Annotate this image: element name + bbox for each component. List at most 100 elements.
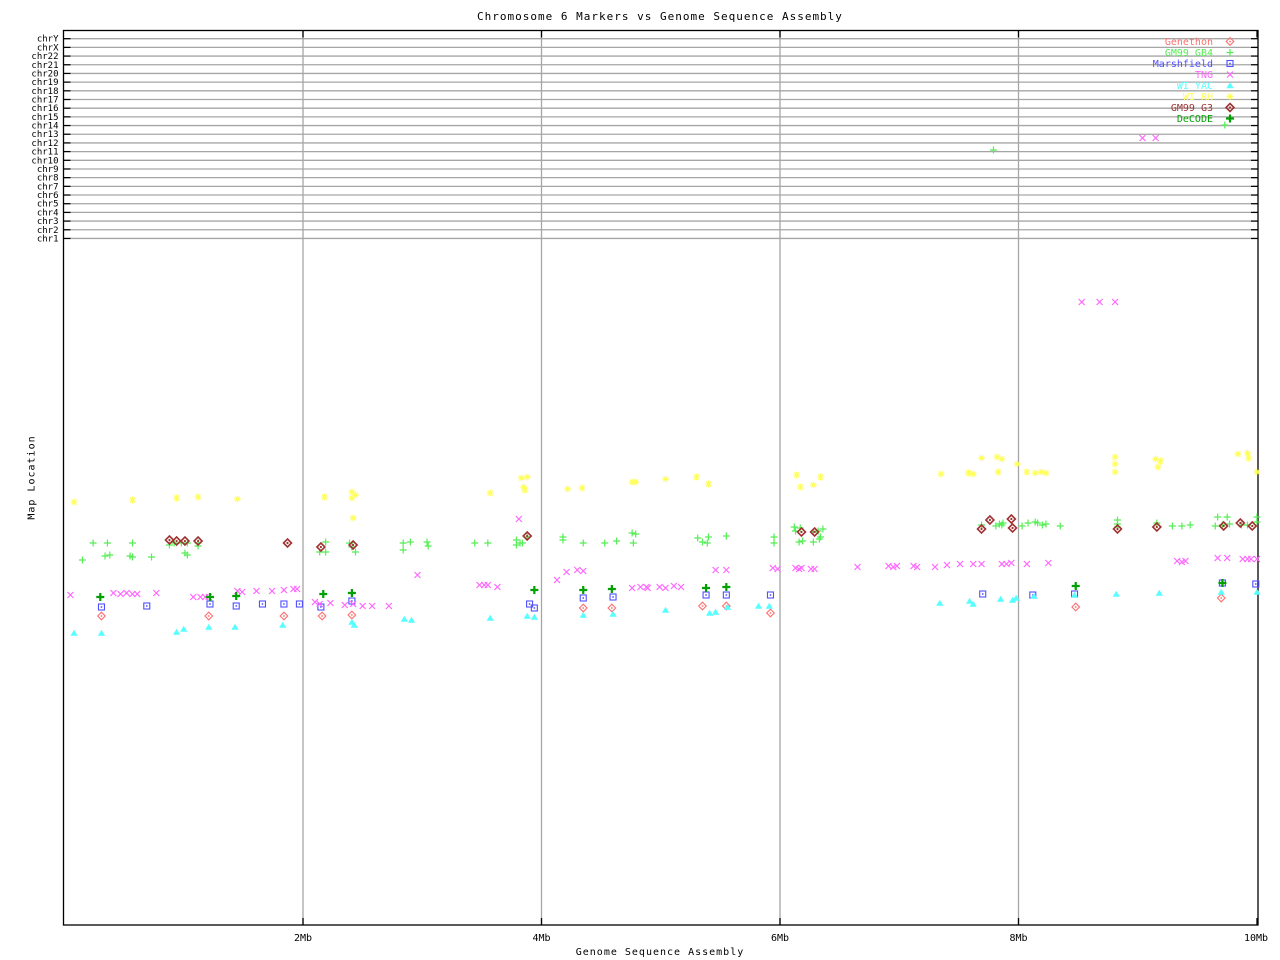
marker-point: [117, 590, 124, 598]
marker-point: [486, 614, 494, 621]
marker-point: [1253, 468, 1261, 476]
y-tick-label: chr5: [37, 200, 59, 210]
marker-point: [774, 565, 782, 573]
marker-point: [400, 615, 408, 622]
marker-point: [1217, 588, 1225, 595]
marker-point: [1218, 579, 1227, 587]
marker-point: [70, 498, 78, 506]
marker-point: [298, 603, 301, 605]
marker-point: [943, 561, 951, 569]
marker-point: [128, 539, 136, 547]
marker-point: [704, 480, 712, 488]
marker-point: [609, 610, 617, 617]
marker-point: [913, 563, 921, 571]
marker-point: [351, 491, 359, 499]
marker-point: [1224, 102, 1236, 113]
y-tick-label: chr14: [31, 122, 58, 132]
marker-point: [351, 543, 355, 547]
y-tick-label: chr3: [37, 217, 59, 227]
marker-point: [106, 551, 114, 559]
marker-point: [207, 615, 210, 617]
marker-point: [632, 478, 640, 486]
marker-point: [582, 607, 585, 609]
marker-point: [1253, 588, 1261, 595]
marker-point: [231, 623, 239, 630]
marker-point: [800, 530, 803, 534]
marker-point: [817, 533, 825, 541]
marker-point: [765, 608, 776, 618]
marker-point: [484, 539, 492, 547]
marker-point: [295, 600, 303, 608]
marker-point: [78, 556, 86, 564]
marker-point: [579, 611, 587, 618]
marker-point: [612, 596, 614, 598]
marker-point: [528, 603, 531, 605]
legend-label: WI RH: [1183, 92, 1213, 103]
marker-point: [347, 539, 359, 551]
marker-point: [1038, 521, 1046, 529]
marker-point: [1024, 519, 1032, 527]
marker-point: [1155, 525, 1158, 529]
marker-point: [704, 533, 712, 541]
marker-point: [811, 565, 819, 573]
marker-point: [1139, 134, 1146, 142]
marker-point: [1254, 583, 1257, 585]
marker-point: [1011, 526, 1014, 530]
marker-point: [1096, 298, 1104, 306]
marker-point: [424, 542, 432, 550]
x-tick-label: 2Mb: [294, 933, 312, 944]
marker-point: [703, 539, 711, 547]
marker-point: [1229, 62, 1231, 65]
marker-point: [1253, 555, 1261, 563]
marker-point: [1214, 554, 1222, 562]
marker-point: [701, 605, 704, 607]
y-tick-label: chr6: [37, 191, 59, 201]
marker-point: [1214, 513, 1222, 521]
marker-point: [235, 605, 238, 607]
marker-point: [706, 609, 714, 616]
marker-point: [279, 611, 289, 621]
marker-point: [133, 590, 141, 598]
marker-point: [530, 586, 539, 594]
marker-point: [1018, 522, 1026, 530]
marker-point: [128, 553, 136, 561]
marker-point: [1056, 522, 1064, 530]
marker-point: [988, 518, 991, 522]
marker-point: [723, 603, 732, 610]
marker-point: [1030, 592, 1038, 599]
marker-point: [351, 548, 359, 556]
legend-label: DeCODE: [1177, 114, 1213, 125]
marker-point: [969, 560, 977, 568]
marker-point: [238, 588, 246, 596]
marker-point: [1229, 40, 1231, 43]
marker-point: [578, 484, 586, 492]
marker-point: [799, 537, 807, 545]
marker-point: [1012, 594, 1020, 601]
marker-point: [348, 597, 356, 605]
marker-point: [770, 533, 778, 541]
marker-point: [1155, 589, 1163, 596]
marker-point: [1222, 524, 1225, 528]
marker-point: [722, 583, 731, 591]
marker-point: [97, 603, 106, 611]
y-tick-label: chrY: [37, 35, 59, 45]
marker-point: [148, 553, 156, 561]
marker-point: [956, 560, 964, 568]
x-tick-label: 6Mb: [771, 933, 789, 944]
marker-point: [979, 590, 987, 598]
marker-point: [349, 514, 357, 522]
marker-point: [523, 612, 531, 619]
marker-point: [670, 582, 678, 590]
y-tick-label: chr2: [37, 226, 59, 236]
marker-point: [769, 612, 772, 614]
marker-point: [103, 539, 111, 547]
marker-point: [109, 589, 117, 597]
marker-point: [1070, 591, 1079, 598]
marker-point: [96, 611, 107, 621]
marker-point: [486, 489, 494, 497]
marker-point: [258, 600, 267, 608]
chart-title: Chromosome 6 Markers vs Genome Sequence …: [477, 10, 843, 23]
marker-point: [712, 566, 720, 574]
marker-point: [348, 494, 356, 502]
